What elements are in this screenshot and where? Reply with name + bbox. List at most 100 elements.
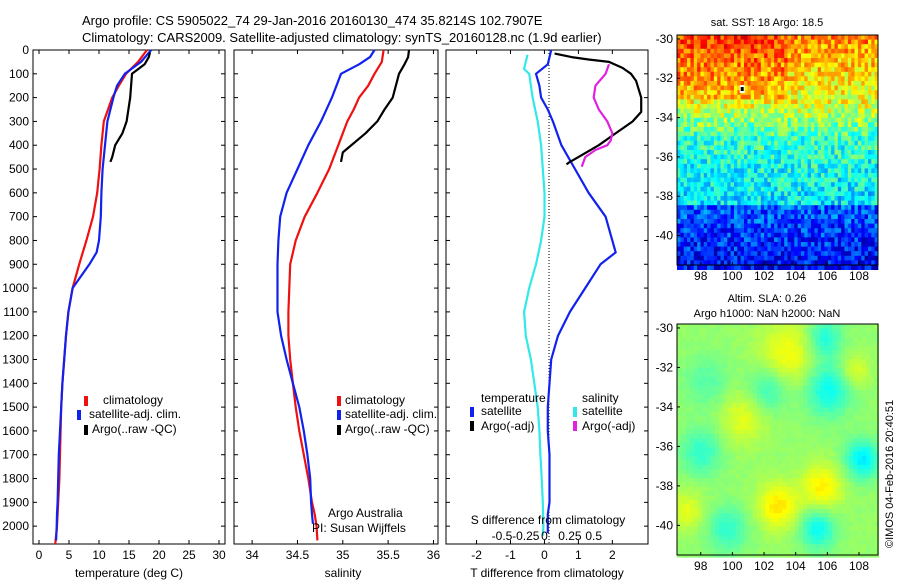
map-cell	[710, 136, 715, 142]
map-cell	[773, 460, 779, 466]
map-cell	[814, 62, 819, 68]
map-cell	[798, 464, 804, 470]
map-cell	[689, 447, 695, 452]
map-cell	[752, 390, 758, 395]
map-cell	[744, 150, 748, 155]
map-cell	[735, 390, 741, 395]
map-cell	[710, 71, 715, 77]
map-cell	[784, 76, 788, 82]
map-cell	[801, 186, 805, 192]
map-cell	[794, 398, 800, 404]
map-cell	[797, 205, 802, 211]
map-cell	[681, 447, 686, 452]
map-cell	[689, 451, 695, 457]
map-cell	[754, 122, 758, 128]
map-cell	[683, 186, 688, 192]
map-cell	[861, 246, 866, 252]
map-cell	[814, 81, 819, 86]
map-cell	[710, 260, 715, 266]
map-cell	[727, 456, 732, 461]
map-cell	[784, 255, 788, 261]
map-cell	[831, 150, 835, 155]
map-cell	[782, 350, 787, 356]
map-cell	[703, 131, 708, 137]
map-cell	[752, 460, 758, 466]
map-cell	[769, 442, 774, 448]
map-cell	[681, 324, 686, 329]
map-cell	[801, 81, 805, 86]
map-cell	[827, 104, 832, 109]
map-cell	[817, 44, 822, 50]
map-cell	[840, 324, 846, 329]
map-cell	[824, 350, 829, 356]
map-cell	[698, 469, 703, 474]
map-cell	[784, 223, 788, 229]
map-cell	[797, 127, 802, 132]
map-cell	[868, 94, 872, 100]
map-cell	[832, 425, 837, 430]
map-cell	[803, 438, 808, 444]
map-cell	[803, 354, 808, 360]
map-cell	[811, 136, 815, 142]
map-cell	[707, 117, 711, 123]
map-cell	[803, 425, 808, 430]
map-cell	[719, 332, 724, 338]
map-cell	[719, 346, 724, 351]
map-cell	[817, 251, 822, 257]
map-cell	[827, 154, 832, 160]
map-cell	[769, 394, 774, 400]
map-cell	[819, 434, 825, 439]
map-cell	[754, 99, 758, 105]
map-cell	[834, 35, 839, 40]
map-cell	[857, 368, 863, 373]
map-cell	[713, 154, 718, 160]
map-cell	[764, 186, 768, 192]
map-cell	[787, 99, 792, 105]
map-cell	[727, 255, 732, 261]
map-cell	[824, 368, 829, 373]
map-cell	[821, 145, 825, 151]
map-cell	[841, 94, 845, 100]
map-cell	[744, 456, 749, 461]
map-cell	[761, 412, 766, 417]
map-cell	[723, 186, 728, 192]
map-cell	[685, 438, 690, 444]
map-cell	[814, 223, 819, 229]
map-cell	[713, 39, 718, 45]
map-cell	[853, 434, 858, 439]
map-cell	[748, 442, 753, 448]
map-cell	[870, 394, 875, 400]
map-cell	[861, 173, 866, 178]
map-cell	[777, 425, 783, 430]
map-cell	[744, 191, 748, 197]
map-cell	[784, 237, 788, 243]
map-cell	[681, 385, 686, 391]
map-cell	[824, 131, 829, 137]
x-tick-label: 10	[92, 548, 106, 562]
map-cell	[777, 232, 782, 238]
depth-tick-label: 1700	[2, 448, 29, 462]
map-cell	[769, 420, 774, 426]
map-cell	[683, 35, 688, 40]
map-cell	[836, 416, 842, 422]
map-cell	[824, 48, 829, 54]
map-cell	[723, 200, 728, 206]
map-cell	[832, 447, 837, 452]
map-cell	[734, 131, 738, 137]
map-cell	[784, 140, 788, 146]
map-cell	[849, 451, 854, 457]
map-cell	[680, 140, 685, 146]
map-cell	[824, 403, 829, 408]
map-cell	[868, 117, 872, 123]
map-cell	[707, 191, 711, 197]
map-cell	[706, 420, 711, 426]
map-cell	[794, 324, 800, 329]
map-cell	[761, 346, 766, 351]
map-cell	[731, 412, 737, 417]
map-cell	[713, 35, 718, 40]
map-cell	[689, 429, 695, 435]
map-cell	[861, 76, 866, 82]
map-cell	[706, 368, 711, 373]
map-cell	[807, 246, 812, 252]
map-cell	[677, 368, 682, 373]
